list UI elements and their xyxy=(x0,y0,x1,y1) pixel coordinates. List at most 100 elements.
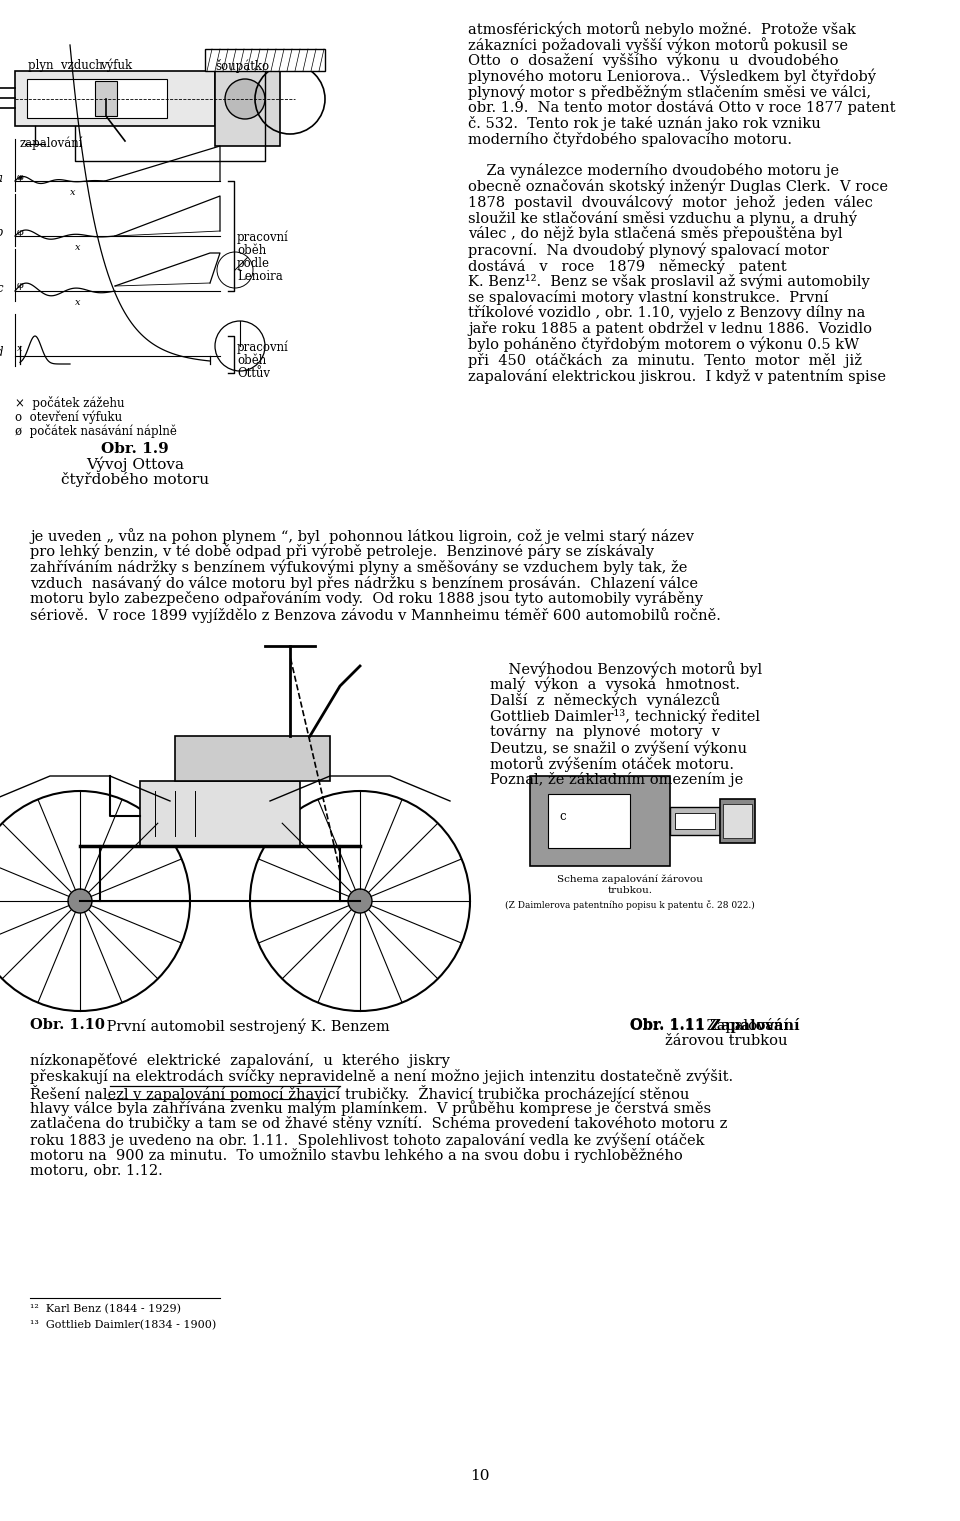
Text: plynového motoru Leniorova..  Výsledkem byl čtyřdobý: plynového motoru Leniorova.. Výsledkem b… xyxy=(468,68,876,84)
Text: čtyřdobého motoru: čtyřdobého motoru xyxy=(60,472,209,487)
Text: nízkonapěťové  elektrické  zapalování,  u  kterého  jiskry: nízkonapěťové elektrické zapalování, u k… xyxy=(30,1053,450,1068)
Text: Deutzu, se snažil o zvýšení výkonu: Deutzu, se snažil o zvýšení výkonu xyxy=(490,741,747,756)
Text: obr. 1.9.  Na tento motor dostává Otto v roce 1877 patent: obr. 1.9. Na tento motor dostává Otto v … xyxy=(468,100,896,116)
Circle shape xyxy=(348,888,372,913)
Text: válec , do nějž byla stlačená směs přepouštěna byl: válec , do nějž byla stlačená směs přepo… xyxy=(468,227,843,242)
Text: zatlačena do trubičky a tam se od žhavé stěny vznítí.  Schéma provedení takového: zatlačena do trubičky a tam se od žhavé … xyxy=(30,1116,728,1132)
Text: se spalovacími motory vlastní konstrukce.  První: se spalovacími motory vlastní konstrukce… xyxy=(468,289,828,304)
Text: Řešení nalezl v zapalování pomocí žhavicí trubičky.  Žhavicí trubička procházejí: Řešení nalezl v zapalování pomocí žhavic… xyxy=(30,1084,689,1101)
Text: φ: φ xyxy=(17,228,24,237)
Text: Obr. 1.10: Obr. 1.10 xyxy=(30,1018,105,1033)
Text: pracovní: pracovní xyxy=(237,231,289,245)
Text: dostává   v   roce   1879   německý   patent: dostává v roce 1879 německý patent xyxy=(468,259,786,274)
Text: motoru na  900 za minutu.  To umožnilo stavbu lehkého a na svou dobu i rychloběž: motoru na 900 za minutu. To umožnilo sta… xyxy=(30,1148,683,1162)
Text: Poznal, že základním omezením je: Poznal, že základním omezením je xyxy=(490,771,743,786)
Text: č. 532.  Tento rok je také uznán jako rok vzniku: č. 532. Tento rok je také uznán jako rok… xyxy=(468,116,821,131)
Text: je uveden „ vůz na pohon plynem “, byl  pohonnou látkou ligroin, což je velmi st: je uveden „ vůz na pohon plynem “, byl p… xyxy=(30,528,694,545)
Text: Vývoj Ottova: Vývoj Ottova xyxy=(86,456,184,473)
Text: pracovní: pracovní xyxy=(237,341,289,354)
Text: výfuk: výfuk xyxy=(100,59,132,73)
Text: d: d xyxy=(0,347,3,359)
Text: φ: φ xyxy=(17,173,24,183)
Text: zapalování elektrickou jiskrou.  I když v patentním spise: zapalování elektrickou jiskrou. I když v… xyxy=(468,368,886,383)
Text: ×  počátek zážehu: × počátek zážehu xyxy=(15,395,125,411)
Text: malý  výkon  a  vysoká  hmotnost.: malý výkon a vysoká hmotnost. xyxy=(490,677,740,692)
Circle shape xyxy=(225,79,265,119)
Text: φ: φ xyxy=(17,281,24,291)
Text: atmosférických motorů nebylo možné.  Protože však: atmosférických motorů nebylo možné. Prot… xyxy=(468,21,856,37)
Text: b: b xyxy=(0,227,3,239)
Text: oběh: oběh xyxy=(237,243,266,257)
Bar xyxy=(175,736,330,780)
Bar xyxy=(140,780,300,846)
Text: bylo poháněno čtyřdobým motorem o výkonu 0.5 kW: bylo poháněno čtyřdobým motorem o výkonu… xyxy=(468,338,859,353)
Text: při  450  otáčkách  za  minutu.  Tento  motor  měl  již: při 450 otáčkách za minutu. Tento motor … xyxy=(468,353,862,368)
Text: ¹²  Karl Benz (1844 - 1929): ¹² Karl Benz (1844 - 1929) xyxy=(30,1303,181,1314)
Text: x: x xyxy=(70,189,76,198)
Text: sloužil ke stlačování směsi vzduchu a plynu, a druhý: sloužil ke stlačování směsi vzduchu a pl… xyxy=(468,210,857,227)
Text: motorů zvýšením otáček motoru.: motorů zvýšením otáček motoru. xyxy=(490,756,734,771)
Text: x: x xyxy=(17,344,22,353)
Text: K. Benz¹².  Benz se však proslavil až svými automobily: K. Benz¹². Benz se však proslavil až svý… xyxy=(468,274,870,289)
Text: ¹³  Gottlieb Daimler(1834 - 1900): ¹³ Gottlieb Daimler(1834 - 1900) xyxy=(30,1320,216,1329)
Text: tříkolové vozidlo , obr. 1.10, vyjelo z Benzovy dílny na: tříkolové vozidlo , obr. 1.10, vyjelo z … xyxy=(468,306,865,321)
Text: oběh: oběh xyxy=(237,354,266,367)
Text: zahříváním nádržky s benzínem výfukovými plyny a směšovány se vzduchem byly tak,: zahříváním nádržky s benzínem výfukovými… xyxy=(30,560,687,575)
Bar xyxy=(215,61,280,146)
Text: Otto  o  dosažení  vyššího  výkonu  u  dvoudobého: Otto o dosažení vyššího výkonu u dvoudob… xyxy=(468,53,838,68)
Circle shape xyxy=(68,888,92,913)
Text: Lenoira: Lenoira xyxy=(237,271,283,283)
Text: (Z Daimlerova patentního popisu k patentu č. 28 022.): (Z Daimlerova patentního popisu k patent… xyxy=(505,900,755,910)
Bar xyxy=(723,805,752,838)
Text: o  otevření výfuku: o otevření výfuku xyxy=(15,411,122,423)
Text: c: c xyxy=(0,281,3,295)
Text: trubkou.: trubkou. xyxy=(608,887,653,894)
Text: ø  počátek nasávání náplně: ø počátek nasávání náplně xyxy=(15,424,177,438)
Text: Ottův: Ottův xyxy=(237,367,270,380)
Text: jaře roku 1885 a patent obdržel v lednu 1886.  Vozidlo: jaře roku 1885 a patent obdržel v lednu … xyxy=(468,321,872,336)
Bar xyxy=(95,81,117,116)
Bar xyxy=(530,776,670,865)
Text: První automobil sestrojený K. Benzem: První automobil sestrojený K. Benzem xyxy=(102,1018,390,1033)
Text: obecně označován skotský inženýr Duglas Clerk.  V roce: obecně označován skotský inženýr Duglas … xyxy=(468,179,888,195)
Text: motoru bylo zabezpečeno odpařováním vody.  Od roku 1888 jsou tyto automobily vyr: motoru bylo zabezpečeno odpařováním vody… xyxy=(30,592,703,607)
Bar xyxy=(670,808,720,835)
Text: x: x xyxy=(75,298,81,307)
Text: moderního čtyřdobého spalovacího motoru.: moderního čtyřdobého spalovacího motoru. xyxy=(468,132,792,146)
Text: Obr. 1.11 Zapalování: Obr. 1.11 Zapalování xyxy=(630,1018,800,1033)
Text: vzduch  nasávaný do válce motoru byl přes nádržku s benzínem prosáván.  Chlazení: vzduch nasávaný do válce motoru byl přes… xyxy=(30,575,698,590)
Text: motoru, obr. 1.12.: motoru, obr. 1.12. xyxy=(30,1164,163,1177)
Text: Další  z  německých  vynálezců: Další z německých vynálezců xyxy=(490,692,720,709)
Bar xyxy=(205,49,325,71)
Text: 1878  postavil  dvouválcový  motor  jehož  jeden  válec: 1878 postavil dvouválcový motor jehož je… xyxy=(468,195,873,210)
Text: přeskakují na elektrodách svíčky nepravidelně a není možno jejich intenzitu dost: přeskakují na elektrodách svíčky nepravi… xyxy=(30,1069,733,1084)
Text: Zapalování: Zapalování xyxy=(702,1018,788,1033)
Text: sériově.  V roce 1899 vyjíždělo z Benzova závodu v Mannheimu téměř 600 automobil: sériově. V roce 1899 vyjíždělo z Benzova… xyxy=(30,607,721,624)
Text: c: c xyxy=(560,809,566,823)
Text: Obr. 1.9: Obr. 1.9 xyxy=(101,443,169,456)
Text: 10: 10 xyxy=(470,1469,490,1483)
Text: a: a xyxy=(0,172,3,184)
Text: Za vynálezce moderního dvoudobého motoru je: Za vynálezce moderního dvoudobého motoru… xyxy=(468,163,839,178)
Text: Schema zapalování žárovou: Schema zapalování žárovou xyxy=(557,875,703,884)
Text: továrny  na  plynové  motory  v: továrny na plynové motory v xyxy=(490,724,720,739)
Text: žárovou trubkou: žárovou trubkou xyxy=(665,1034,787,1048)
Text: pracovní.  Na dvoudobý plynový spalovací motor: pracovní. Na dvoudobý plynový spalovací … xyxy=(468,242,828,257)
Text: zapalování: zapalování xyxy=(20,135,84,149)
Text: podle: podle xyxy=(237,257,270,271)
Bar xyxy=(675,814,715,829)
Bar xyxy=(720,799,755,843)
Text: plynový motor s předběžným stlačením směsi ve válci,: plynový motor s předběžným stlačením smě… xyxy=(468,84,871,100)
Text: plyn  vzduch: plyn vzduch xyxy=(28,59,103,71)
Text: Nevýhodou Benzových motorů byl: Nevýhodou Benzových motorů byl xyxy=(490,662,762,677)
Bar xyxy=(15,71,215,126)
Text: Obr. 1.11: Obr. 1.11 xyxy=(630,1018,706,1033)
Text: zákazníci požadovali vyšší výkon motorů pokusil se: zákazníci požadovali vyšší výkon motorů … xyxy=(468,37,848,53)
Text: šoupátko: šoupátko xyxy=(215,59,269,73)
Text: hlavy válce byla zahřívána zvenku malým plamínkem.  V průběhu komprese je čerstv: hlavy válce byla zahřívána zvenku malým … xyxy=(30,1100,711,1116)
Text: roku 1883 je uvedeno na obr. 1.11.  Spolehlivost tohoto zapalování vedla ke zvýš: roku 1883 je uvedeno na obr. 1.11. Spole… xyxy=(30,1132,705,1147)
Text: x: x xyxy=(75,243,81,252)
Bar xyxy=(548,794,630,849)
Text: Gottlieb Daimler¹³, technický ředitel: Gottlieb Daimler¹³, technický ředitel xyxy=(490,709,760,724)
Bar xyxy=(27,79,167,119)
